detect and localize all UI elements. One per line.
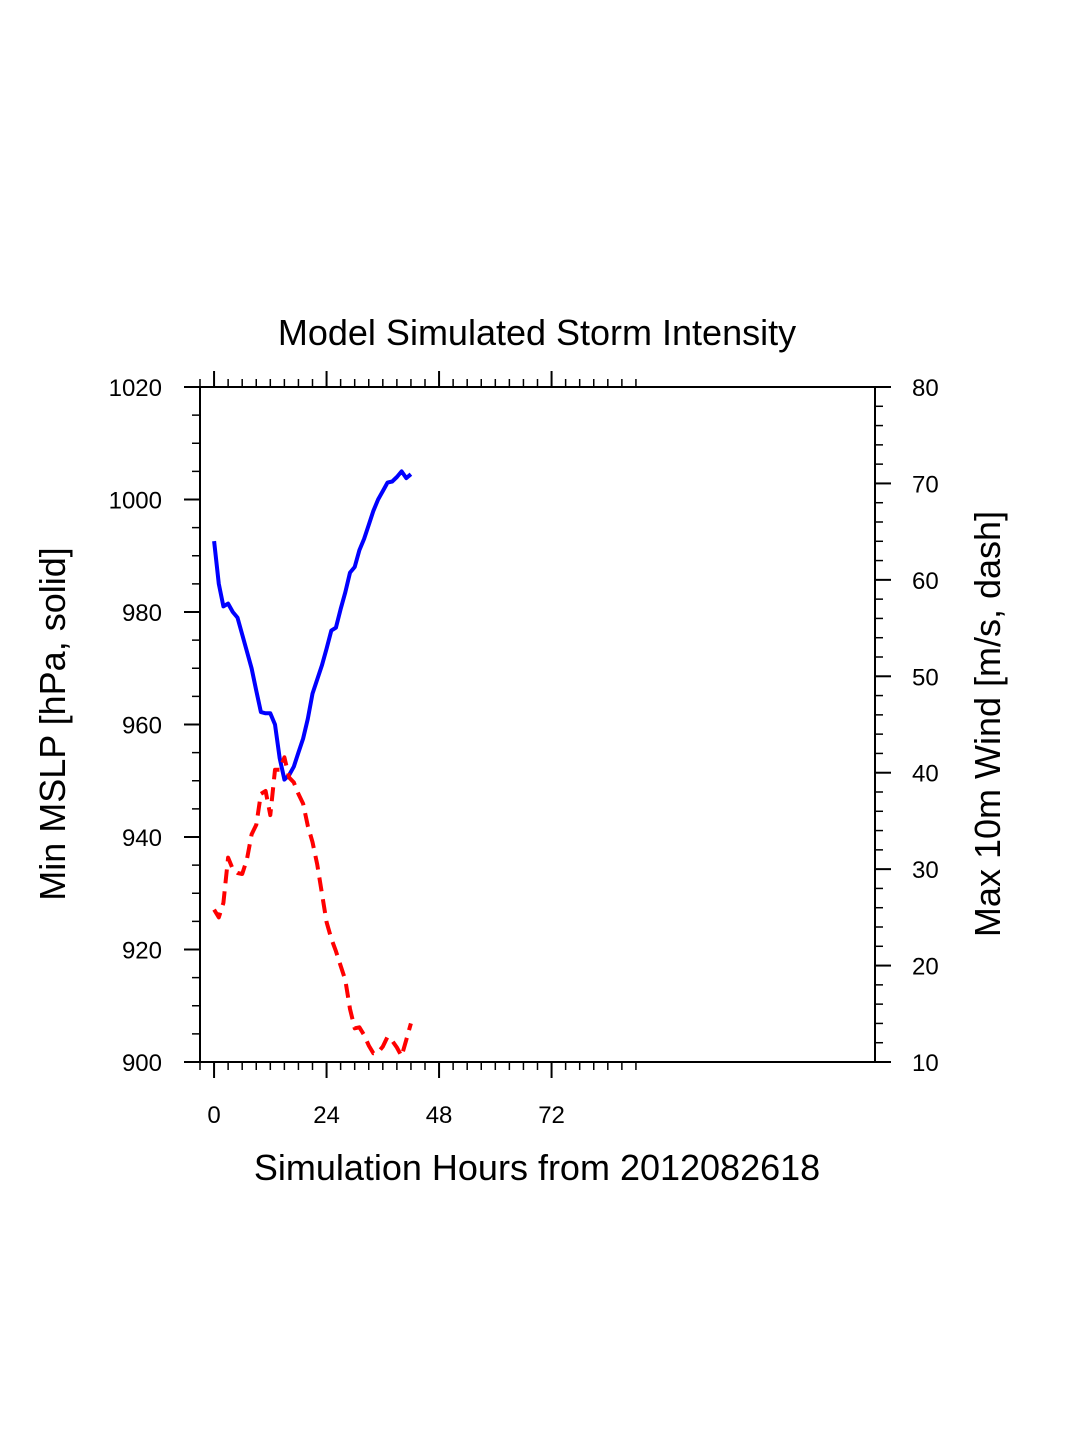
mslp-series-line: [212, 469, 413, 782]
left-y-axis-title: Min MSLP [hPa, solid]: [32, 547, 73, 901]
right-y-axis-ticks: [875, 386, 891, 1063]
x-tick-labels: 0 24 48 72: [207, 1102, 565, 1129]
y-right-tick-label: 40: [912, 761, 939, 788]
series-layer: [212, 469, 413, 1059]
y-left-tick-label: 940: [122, 825, 162, 852]
y-right-tick-label: 50: [912, 664, 939, 691]
x-tick-label: 24: [313, 1102, 340, 1129]
y-left-tick-label: 960: [122, 713, 162, 740]
x-tick-label: 0: [207, 1102, 220, 1129]
y-left-tick-label: 1000: [109, 488, 162, 515]
y-right-tick-label: 60: [912, 568, 939, 595]
wind-series-line: [212, 755, 413, 1059]
plot-frame: [199, 386, 876, 1063]
y-right-tick-label: 70: [912, 471, 939, 498]
left-y-axis-ticks: [184, 386, 200, 1063]
x-axis-title: Simulation Hours from 2012082618: [254, 1147, 820, 1188]
y-left-tick-label: 980: [122, 600, 162, 627]
y-left-tick-label: 900: [122, 1050, 162, 1077]
y-right-tick-label: 10: [912, 1050, 939, 1077]
y-left-tick-label: 920: [122, 938, 162, 965]
y-right-tick-label: 30: [912, 857, 939, 884]
chart-title: Model Simulated Storm Intensity: [278, 312, 796, 353]
right-y-tick-labels: 10 20 30 40 50 60 70 80: [912, 375, 939, 1077]
y-left-tick-label: 1020: [109, 375, 162, 402]
y-right-tick-label: 20: [912, 954, 939, 981]
x-tick-label: 72: [538, 1102, 565, 1129]
x-tick-label: 48: [426, 1102, 453, 1129]
y-right-tick-label: 80: [912, 375, 939, 402]
left-y-tick-labels: 900 920 940 960 980 1000 1020: [109, 375, 162, 1077]
right-y-axis-title: Max 10m Wind [m/s, dash]: [967, 511, 1008, 937]
x-axis-ticks: [199, 371, 637, 1078]
